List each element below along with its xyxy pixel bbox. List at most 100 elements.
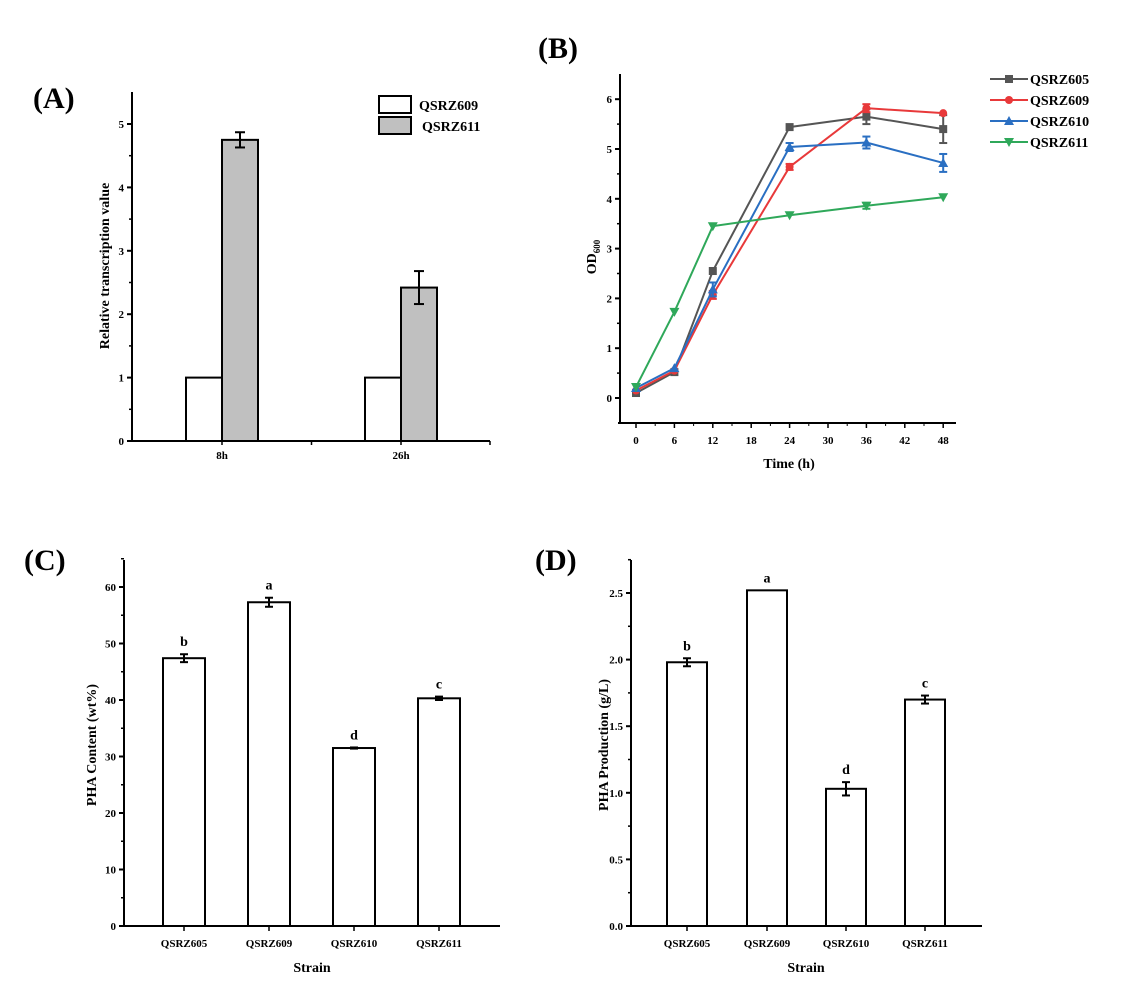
legend-label: QSRZ610	[1030, 115, 1089, 130]
y-tick-label: 2	[119, 309, 125, 321]
x-tick-label: QSRZ609	[744, 938, 791, 950]
panel-label-a: (A)	[33, 82, 75, 115]
x-tick-label: 12	[707, 435, 719, 447]
series-line	[635, 107, 944, 392]
significance-letter: d	[350, 728, 358, 743]
y-tick-label: 0	[111, 921, 117, 933]
legend-label: QSRZ611	[1030, 136, 1088, 151]
y-tick-label: 2	[607, 293, 613, 305]
y-tick-label: 40	[105, 695, 117, 707]
x-tick-label: 18	[746, 435, 758, 447]
significance-letter: d	[842, 763, 850, 778]
data-point	[939, 109, 948, 118]
x-tick-label: QSRZ605	[664, 938, 711, 950]
bar-qsrz610	[332, 747, 376, 928]
legend-label: QSRZ609	[1030, 94, 1089, 109]
data-point	[708, 267, 717, 276]
series-qsrz610	[631, 135, 949, 393]
data-point	[785, 162, 794, 171]
y-tick-label: 6	[607, 94, 613, 106]
legend-marker	[1005, 96, 1013, 104]
bar-qsrz605	[666, 661, 708, 927]
y-tick-label: 2.5	[609, 588, 623, 600]
y-tick-label: 4	[607, 194, 613, 206]
legend-marker	[1005, 75, 1013, 83]
x-axis-title: Strain	[293, 961, 331, 976]
bar-qsrz611	[904, 698, 946, 927]
x-tick-label: 48	[938, 435, 950, 447]
y-tick-label: 10	[105, 865, 117, 877]
bar-qsrz609-8h	[185, 376, 223, 443]
bar-qsrz611-26h	[400, 286, 438, 442]
legend-label: QSRZ611	[422, 120, 480, 135]
significance-letter: c	[922, 677, 928, 692]
x-tick-label: QSRZ611	[902, 938, 948, 950]
panel-label-c: (C)	[24, 544, 66, 577]
series-qsrz611	[631, 193, 949, 393]
significance-letter: b	[180, 635, 188, 650]
bar-qsrz611	[417, 697, 461, 927]
data-point	[938, 157, 949, 167]
x-tick-label: QSRZ605	[161, 938, 208, 950]
panel-label-b: (B)	[538, 32, 578, 65]
y-tick-label: 0	[607, 393, 613, 405]
x-axis-title: Time (h)	[763, 457, 815, 472]
bar-qsrz609-26h	[364, 376, 402, 443]
y-tick-label: 0.0	[609, 921, 623, 933]
y-tick-label: 5	[119, 119, 125, 131]
data-point	[938, 193, 949, 203]
y-tick-label: 1	[607, 343, 613, 355]
x-tick-label: QSRZ610	[823, 938, 870, 950]
bar-qsrz611-8h	[221, 138, 259, 442]
y-tick-label: 1.5	[609, 721, 623, 733]
chart-d: 0.0 0.5 1.0 1.5 2.0 2.5 QSRZ605 b QSRZ609 a QSRZ61…	[597, 558, 982, 976]
legend-marker	[1004, 138, 1014, 147]
legend-marker	[1004, 116, 1014, 125]
data-point	[785, 123, 794, 132]
x-tick-label: 36	[861, 435, 873, 447]
data-point	[784, 142, 795, 152]
legend-swatch-qsrz609	[378, 95, 412, 114]
y-axis-title: PHA Production (g/L)	[597, 679, 612, 811]
x-tick-label: 24	[784, 435, 796, 447]
y-tick-label: 60	[105, 582, 117, 594]
legend-label: QSRZ609	[419, 99, 478, 114]
data-point	[669, 307, 680, 317]
data-point	[669, 363, 680, 373]
bar-qsrz610	[825, 787, 867, 928]
bar-qsrz605	[162, 657, 206, 927]
y-axis-title: PHA Content (wt%)	[85, 684, 100, 806]
x-tick-label: 0	[633, 435, 639, 447]
data-point	[784, 211, 795, 221]
significance-letter: a	[764, 571, 771, 586]
x-axis-title: Strain	[787, 961, 825, 976]
legend-swatch-qsrz611	[378, 116, 412, 135]
y-tick-label: 20	[105, 808, 117, 820]
x-tick-label: 6	[672, 435, 678, 447]
y-tick-label: 3	[607, 244, 613, 256]
y-tick-label: 3	[119, 246, 125, 258]
x-tick-label: 42	[899, 435, 911, 447]
y-tick-label: 4	[119, 182, 125, 194]
x-tick-label: QSRZ610	[331, 938, 378, 950]
y-tick-label: 0.5	[609, 854, 623, 866]
x-tick-label: 8h	[216, 450, 228, 462]
bar-qsrz609	[746, 589, 788, 927]
series-line	[635, 141, 944, 389]
bar-qsrz609	[247, 601, 291, 927]
y-axis-title: Relative transcription value	[98, 183, 113, 349]
data-point	[631, 383, 641, 393]
data-point	[862, 112, 871, 121]
significance-letter: a	[266, 579, 273, 594]
chart-a: 0 1 2 3 4 5 8h 26h Relative transcription value Q…	[98, 92, 491, 462]
y-axis-title-sub: 600	[592, 239, 602, 253]
series-line	[635, 115, 944, 394]
y-tick-label: 2.0	[609, 655, 623, 667]
y-tick-label: 0	[119, 436, 125, 448]
y-tick-label: 50	[105, 639, 117, 651]
x-tick-label: 26h	[392, 450, 409, 462]
chart-c: 0 10 20 30 40 50 60 QSRZ605 b QSRZ609 a QSRZ610 d QSR…	[85, 558, 500, 976]
panel-label-d: (D)	[535, 544, 577, 577]
